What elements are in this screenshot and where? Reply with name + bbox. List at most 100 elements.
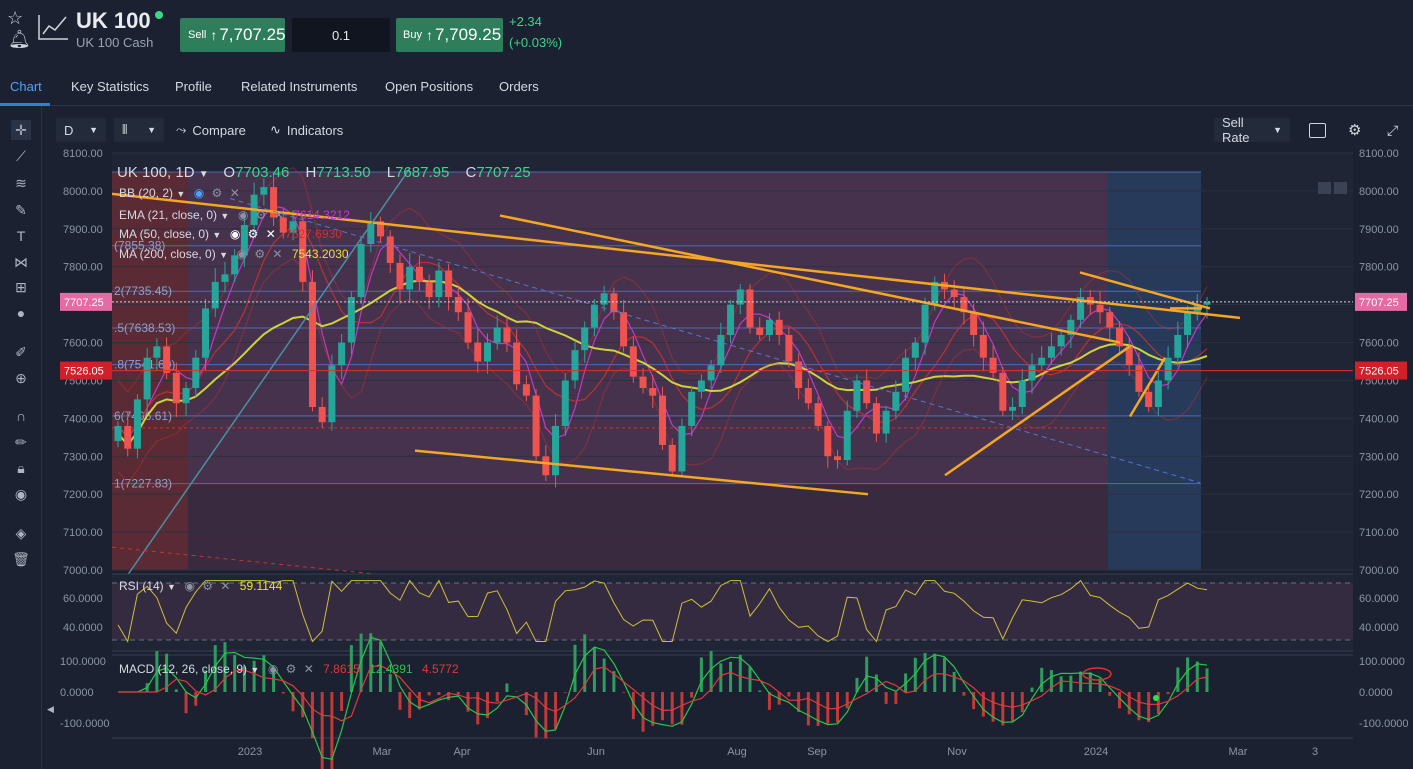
- active-tab-indicator: [0, 103, 50, 106]
- candle-body: [979, 334, 987, 358]
- candle-body: [1009, 406, 1017, 411]
- gear-icon[interactable]: ⚙: [202, 579, 214, 593]
- tab-chart[interactable]: Chart: [10, 79, 42, 94]
- gear-icon[interactable]: ⚙: [1348, 122, 1362, 139]
- close-icon[interactable]: ✕: [220, 579, 231, 593]
- brush-icon[interactable]: ✎: [15, 202, 27, 218]
- gear-icon[interactable]: ⚙: [247, 227, 259, 241]
- trend-line: [414, 449, 869, 496]
- instrument-subtitle: UK 100 Cash: [76, 35, 154, 50]
- eye-icon[interactable]: ◉: [184, 579, 195, 593]
- crosshair-icon[interactable]: ✛: [11, 120, 31, 140]
- tab-profile[interactable]: Profile: [175, 79, 212, 94]
- compare-button[interactable]: ⤳ Compare: [176, 118, 246, 142]
- candle-body: [386, 236, 394, 263]
- sell-button[interactable]: Sell ↑ 7,707.25: [180, 18, 286, 52]
- candle-body: [503, 327, 511, 343]
- candle-body: [124, 425, 132, 449]
- candle-body: [727, 304, 735, 335]
- price-tick-right: 7300.00: [1359, 451, 1399, 463]
- tab-orders[interactable]: Orders: [499, 79, 539, 94]
- gear-icon[interactable]: ⚙: [211, 186, 223, 200]
- price-tick-right: 7000.00: [1359, 565, 1399, 577]
- layers-icon[interactable]: ◈: [15, 525, 27, 541]
- trendline-icon[interactable]: ⟋: [16, 148, 26, 164]
- candle-body: [1164, 357, 1172, 381]
- time-axis-label: Mar: [1229, 746, 1248, 758]
- tab-related-instruments[interactable]: Related Instruments: [241, 79, 358, 94]
- eye-icon[interactable]: ◉: [229, 227, 241, 241]
- gear-icon[interactable]: ⚙: [254, 247, 266, 261]
- price-type-dropdown[interactable]: Sell Rate ▼: [1214, 115, 1290, 145]
- rsi-legend[interactable]: RSI (14) ▼ ◉ ⚙ ✕ 59.1144: [119, 579, 282, 593]
- candle-body: [347, 297, 355, 343]
- eye-icon[interactable]: ◉: [237, 208, 249, 222]
- ema-label: EMA (21, close, 0): [119, 208, 218, 222]
- open-label: O: [223, 164, 236, 181]
- instrument-tabs: Chart Key Statistics Profile Related Ins…: [0, 68, 1413, 106]
- ma50-label: MA (50, close, 0): [119, 227, 210, 241]
- chart-type-dropdown[interactable]: ⫴ ▼: [114, 118, 164, 142]
- eye-icon[interactable]: ◉: [267, 662, 279, 676]
- instrument-title: UK 100: [76, 8, 151, 33]
- rsi-tick-right: 60.0000: [1359, 593, 1399, 605]
- close-icon[interactable]: ✕: [265, 227, 276, 241]
- ruler-icon[interactable]: ✐: [15, 344, 27, 360]
- candle-body: [668, 444, 676, 472]
- candle-body: [892, 391, 900, 411]
- eye-icon[interactable]: ◉: [193, 186, 205, 200]
- lock-icon[interactable]: 🔒︎: [17, 460, 25, 476]
- alert-bell-icon[interactable]: 🔔︎: [8, 29, 31, 49]
- macd-legend[interactable]: MACD (12, 26, close, 9) ▼ ◉ ⚙ ✕ 7.8615 1…: [119, 662, 459, 676]
- tab-open-positions[interactable]: Open Positions: [385, 79, 474, 94]
- close-icon[interactable]: ✕: [272, 247, 283, 261]
- gear-icon[interactable]: ⚙: [255, 208, 267, 222]
- ema-legend[interactable]: EMA (21, close, 0) ▼ ◉ ⚙ ✕ 7614.3212: [119, 208, 350, 222]
- text-tool-icon[interactable]: T: [16, 228, 26, 244]
- close-icon[interactable]: ✕: [303, 662, 314, 676]
- gear-icon[interactable]: ⚙: [285, 662, 297, 676]
- scroll-down-icon: [1318, 182, 1331, 194]
- candle-body: [756, 327, 764, 335]
- star-icon[interactable]: ☆: [7, 8, 24, 28]
- fullscreen-box-icon[interactable]: [1307, 118, 1327, 142]
- indicators-button[interactable]: ∿ Indicators: [270, 118, 343, 142]
- expand-icon[interactable]: ⤢: [1387, 121, 1399, 138]
- close-icon[interactable]: ✕: [229, 186, 240, 200]
- interval-dropdown[interactable]: D ▼: [56, 118, 106, 142]
- candle-body: [143, 357, 151, 400]
- low-label: L: [386, 164, 396, 181]
- collapse-arrow-icon[interactable]: ◀: [47, 704, 54, 714]
- fib-tool-icon[interactable]: ≋: [15, 175, 27, 191]
- quantity-input[interactable]: 0.1: [292, 18, 390, 52]
- bb-legend[interactable]: BB (20, 2) ▼ ◉ ⚙ ✕: [119, 186, 240, 200]
- candle-body: [425, 281, 433, 298]
- candle-body: [192, 357, 200, 389]
- buy-button[interactable]: Buy ↑ 7,709.25: [396, 18, 503, 52]
- eye-icon[interactable]: ◉: [14, 486, 28, 502]
- ma50-legend[interactable]: MA (50, close, 0) ▼ ◉ ⚙ ✕ 7627.6930: [119, 227, 342, 241]
- candle-body: [911, 342, 919, 358]
- help-icon[interactable]: ●: [16, 305, 26, 321]
- close-icon[interactable]: ✕: [273, 208, 284, 222]
- candle-body: [960, 297, 968, 313]
- lock-drawing-icon[interactable]: ✏: [15, 434, 27, 450]
- prediction-tool-icon[interactable]: ⊞: [15, 279, 27, 295]
- macd-value-1: 7.8615: [323, 662, 360, 676]
- magnet-icon[interactable]: ∩: [15, 408, 27, 424]
- price-tick-left: 7800.00: [63, 262, 103, 274]
- tab-key-statistics[interactable]: Key Statistics: [71, 79, 150, 94]
- ma200-legend[interactable]: MA (200, close, 0) ▼ ◉ ⚙ ✕ 7543.2030: [119, 247, 349, 261]
- eye-icon[interactable]: ◉: [236, 247, 247, 261]
- pattern-tool-icon[interactable]: ⋈: [14, 254, 28, 270]
- price-tick-left: 7600.00: [63, 338, 103, 350]
- trash-icon[interactable]: 🗑︎: [12, 551, 30, 567]
- zoom-icon[interactable]: ⊕: [15, 370, 27, 386]
- rsi-line: [117, 579, 1208, 643]
- trend-line: [111, 192, 1241, 320]
- candle-body: [834, 456, 842, 461]
- candle-body: [999, 372, 1007, 411]
- price-tick-left: 7200.00: [63, 489, 103, 501]
- candle-body: [1125, 346, 1133, 366]
